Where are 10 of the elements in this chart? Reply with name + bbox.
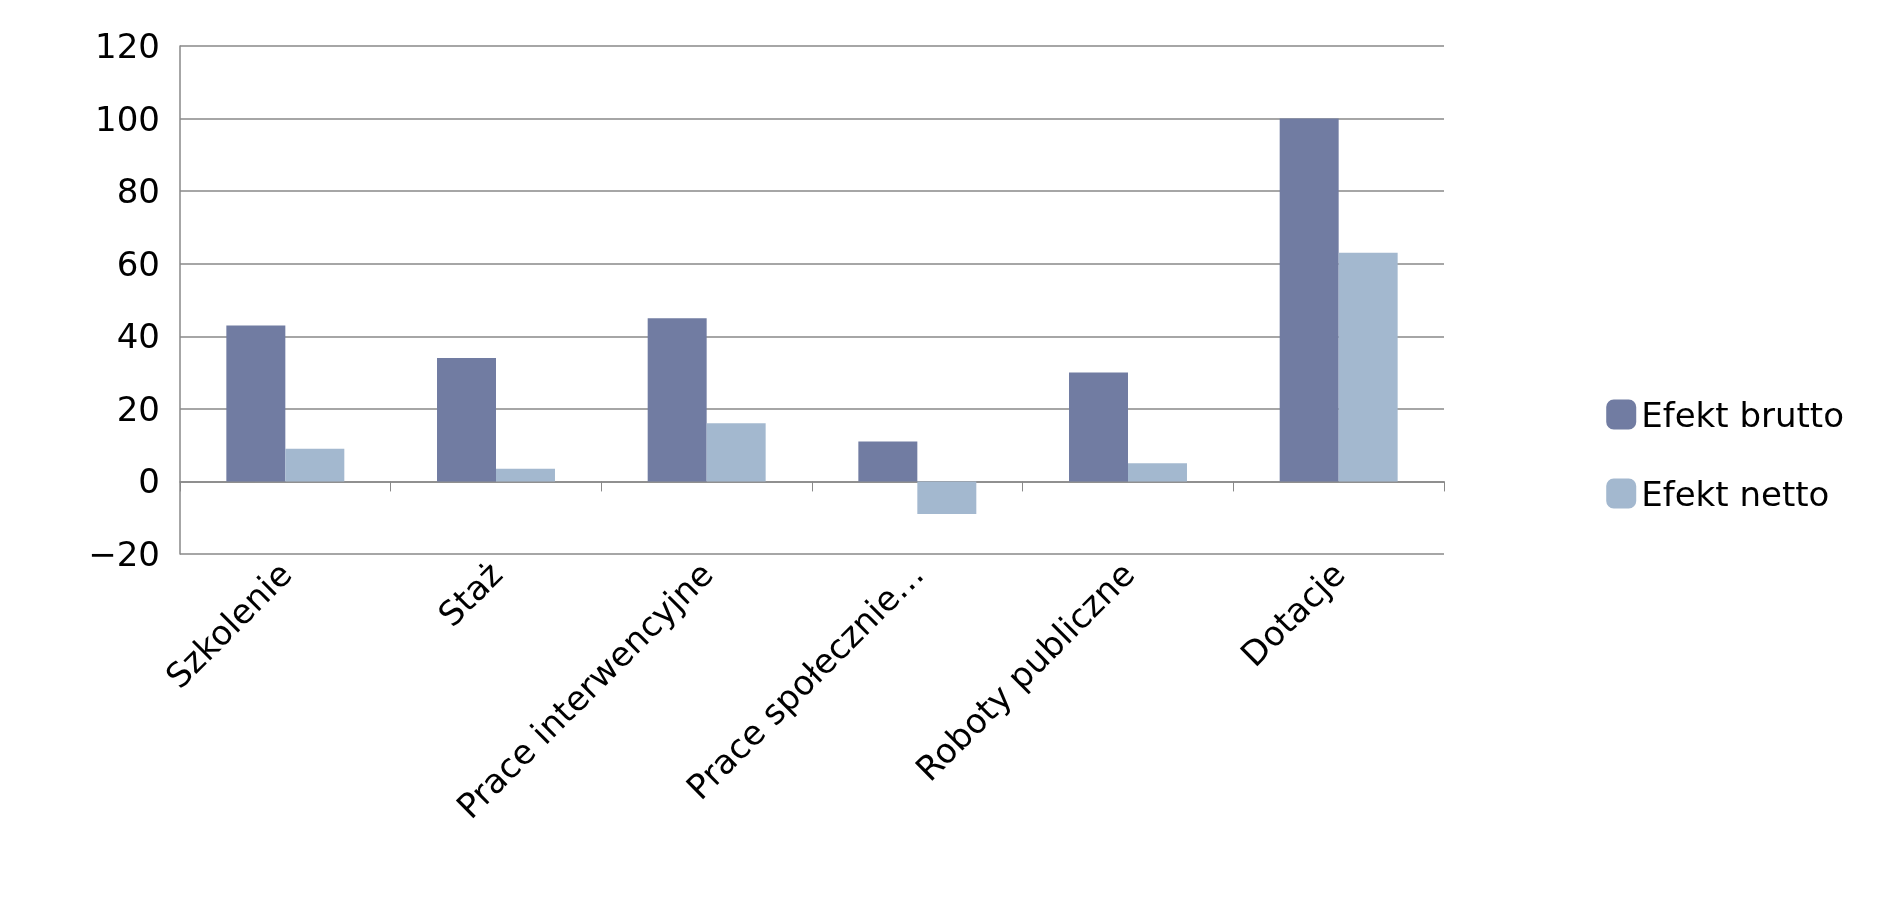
legend-label: Efekt brutto [1641, 394, 1845, 435]
y-tick-label: 60 [116, 243, 160, 284]
y-tick-label: −20 [88, 534, 160, 574]
y-tick-label: 20 [116, 388, 160, 429]
y-tick-label: 100 [95, 98, 160, 139]
y-tick-label: 40 [116, 316, 160, 357]
y-tick-label: 80 [116, 171, 160, 212]
y-tick-label: 120 [95, 26, 160, 66]
y-tick-label: 0 [138, 461, 160, 502]
legend-label: Efekt netto [1641, 473, 1830, 514]
